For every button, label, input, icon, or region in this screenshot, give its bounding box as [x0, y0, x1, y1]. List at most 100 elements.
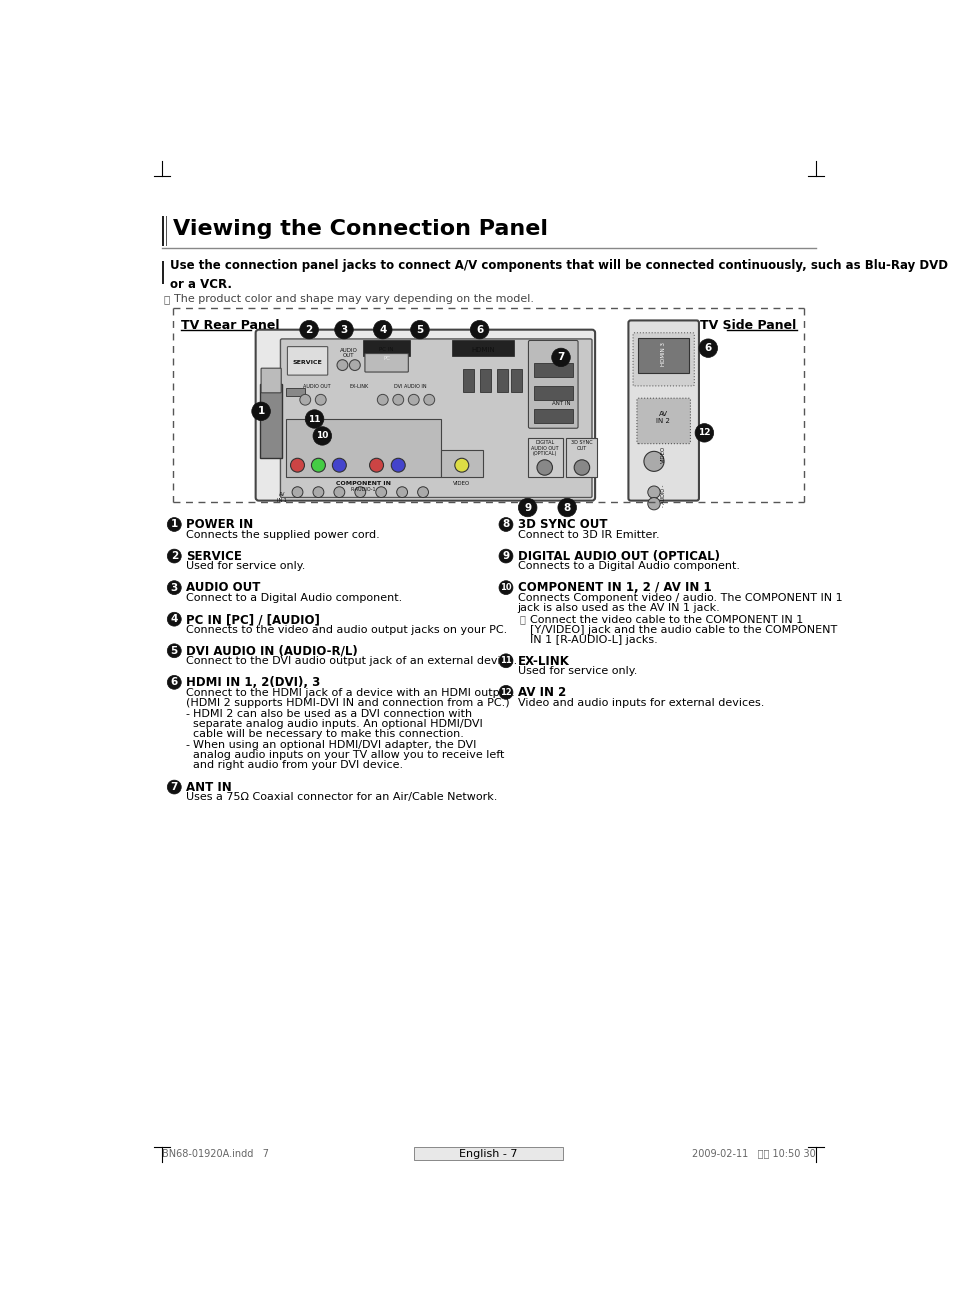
Text: 11: 11: [499, 656, 512, 665]
Bar: [166, 216, 167, 246]
Bar: [566, 439, 597, 477]
Bar: [462, 369, 474, 392]
Text: 7: 7: [557, 352, 564, 363]
FancyBboxPatch shape: [365, 354, 408, 372]
Circle shape: [299, 321, 318, 339]
Text: 4: 4: [378, 325, 386, 334]
Circle shape: [167, 549, 181, 563]
Text: ⌗: ⌗: [163, 295, 170, 304]
Circle shape: [334, 487, 344, 498]
Text: DIGITAL AUDIO OUT (OPTICAL): DIGITAL AUDIO OUT (OPTICAL): [517, 550, 719, 563]
Circle shape: [643, 452, 663, 472]
Text: DVI AUDIO IN: DVI AUDIO IN: [394, 384, 426, 389]
Text: analog audio inputs on your TV allow you to receive left: analog audio inputs on your TV allow you…: [193, 751, 504, 760]
Text: When using an optional HDMI/DVI adapter, the DVI: When using an optional HDMI/DVI adapter,…: [193, 740, 476, 751]
FancyBboxPatch shape: [633, 333, 694, 386]
Text: SERVICE: SERVICE: [293, 360, 322, 364]
Circle shape: [313, 427, 332, 445]
Text: HDMI 2 can also be used as a DVI connection with: HDMI 2 can also be used as a DVI connect…: [193, 709, 472, 719]
Circle shape: [423, 394, 435, 405]
Bar: [162, 261, 164, 284]
Circle shape: [551, 348, 570, 367]
Circle shape: [305, 410, 323, 428]
Circle shape: [537, 460, 552, 476]
Circle shape: [377, 394, 388, 405]
Text: Used for service only.: Used for service only.: [186, 562, 305, 571]
Text: 6: 6: [476, 325, 483, 334]
Circle shape: [455, 458, 468, 472]
Circle shape: [558, 498, 576, 516]
FancyBboxPatch shape: [637, 398, 690, 444]
Text: The product color and shape may vary depending on the model.: The product color and shape may vary dep…: [174, 295, 534, 304]
Circle shape: [545, 365, 576, 396]
Circle shape: [517, 498, 537, 516]
Text: AV
IN 2: AV IN 2: [656, 411, 670, 424]
Text: PC IN: PC IN: [379, 347, 394, 352]
Circle shape: [292, 487, 303, 498]
Circle shape: [699, 339, 717, 358]
Circle shape: [695, 423, 713, 441]
Text: BN68-01920A.indd   7: BN68-01920A.indd 7: [162, 1149, 269, 1158]
Text: (HDMI 2 supports HDMI-DVI IN and connection from a PC.): (HDMI 2 supports HDMI-DVI IN and connect…: [186, 698, 509, 707]
Text: PC IN [PC] / [AUDIO]: PC IN [PC] / [AUDIO]: [186, 613, 319, 626]
Text: and right audio from your DVI device.: and right audio from your DVI device.: [193, 760, 402, 770]
Circle shape: [167, 781, 181, 794]
Text: 6: 6: [171, 677, 177, 688]
Circle shape: [313, 487, 323, 498]
Text: AUDIO: AUDIO: [339, 348, 357, 354]
Text: IN 1 [R-AUDIO-L] jacks.: IN 1 [R-AUDIO-L] jacks.: [530, 634, 657, 645]
Text: 3: 3: [340, 325, 347, 334]
Text: 11: 11: [308, 414, 320, 423]
Text: AV
IN 1: AV IN 1: [276, 493, 287, 503]
Bar: [414, 1148, 562, 1159]
Text: Used for service only.: Used for service only.: [517, 667, 637, 676]
Circle shape: [417, 487, 428, 498]
Text: Connects to a Digital Audio component.: Connects to a Digital Audio component.: [517, 562, 739, 571]
Text: Connects to the video and audio output jacks on your PC.: Connects to the video and audio output j…: [186, 625, 507, 634]
Text: DIGITAL
AUDIO OUT
(OPTICAL): DIGITAL AUDIO OUT (OPTICAL): [531, 440, 558, 456]
Text: AV IN 2: AV IN 2: [517, 686, 565, 700]
Text: OUT: OUT: [342, 352, 354, 358]
Circle shape: [555, 375, 567, 386]
Circle shape: [252, 402, 270, 421]
Circle shape: [574, 460, 589, 476]
Circle shape: [470, 321, 488, 339]
Circle shape: [315, 394, 326, 405]
Circle shape: [647, 498, 659, 510]
Bar: [534, 409, 572, 423]
Text: AUDIO OUT: AUDIO OUT: [303, 384, 331, 389]
Circle shape: [311, 458, 325, 472]
Text: -: -: [186, 709, 190, 719]
Text: cable will be necessary to make this connection.: cable will be necessary to make this con…: [193, 730, 463, 739]
Bar: [363, 341, 410, 356]
Text: Use the connection panel jacks to connect A/V components that will be connected : Use the connection panel jacks to connec…: [170, 259, 953, 291]
FancyBboxPatch shape: [528, 341, 578, 428]
FancyBboxPatch shape: [280, 339, 592, 498]
FancyBboxPatch shape: [255, 330, 595, 500]
Text: VIDEO: VIDEO: [453, 481, 470, 486]
Text: 2009-02-11   오후 10:50 30: 2009-02-11 오후 10:50 30: [692, 1149, 815, 1158]
Circle shape: [167, 676, 181, 689]
Text: TV Side Panel: TV Side Panel: [700, 318, 796, 331]
Bar: [527, 439, 562, 477]
Circle shape: [167, 517, 181, 532]
Text: 10: 10: [315, 431, 328, 440]
Text: - AUDIO -: - AUDIO -: [660, 485, 665, 507]
Bar: [286, 388, 305, 396]
Text: -: -: [186, 740, 190, 751]
Text: ANT IN: ANT IN: [186, 781, 232, 794]
Text: 8: 8: [502, 520, 509, 529]
Circle shape: [167, 643, 181, 658]
Text: Connects Component video / audio. The COMPONENT IN 1: Connects Component video / audio. The CO…: [517, 593, 841, 603]
Text: HDMIN 3: HDMIN 3: [660, 342, 665, 365]
Circle shape: [498, 517, 513, 532]
Bar: [534, 363, 572, 377]
Text: SERVICE: SERVICE: [186, 550, 241, 563]
Circle shape: [291, 458, 304, 472]
Circle shape: [167, 580, 181, 595]
Text: R-AUDIO-1: R-AUDIO-1: [350, 487, 375, 491]
Text: 12: 12: [698, 428, 710, 438]
Text: 6: 6: [704, 343, 711, 354]
Text: 8: 8: [563, 503, 570, 512]
Bar: [638, 338, 688, 373]
